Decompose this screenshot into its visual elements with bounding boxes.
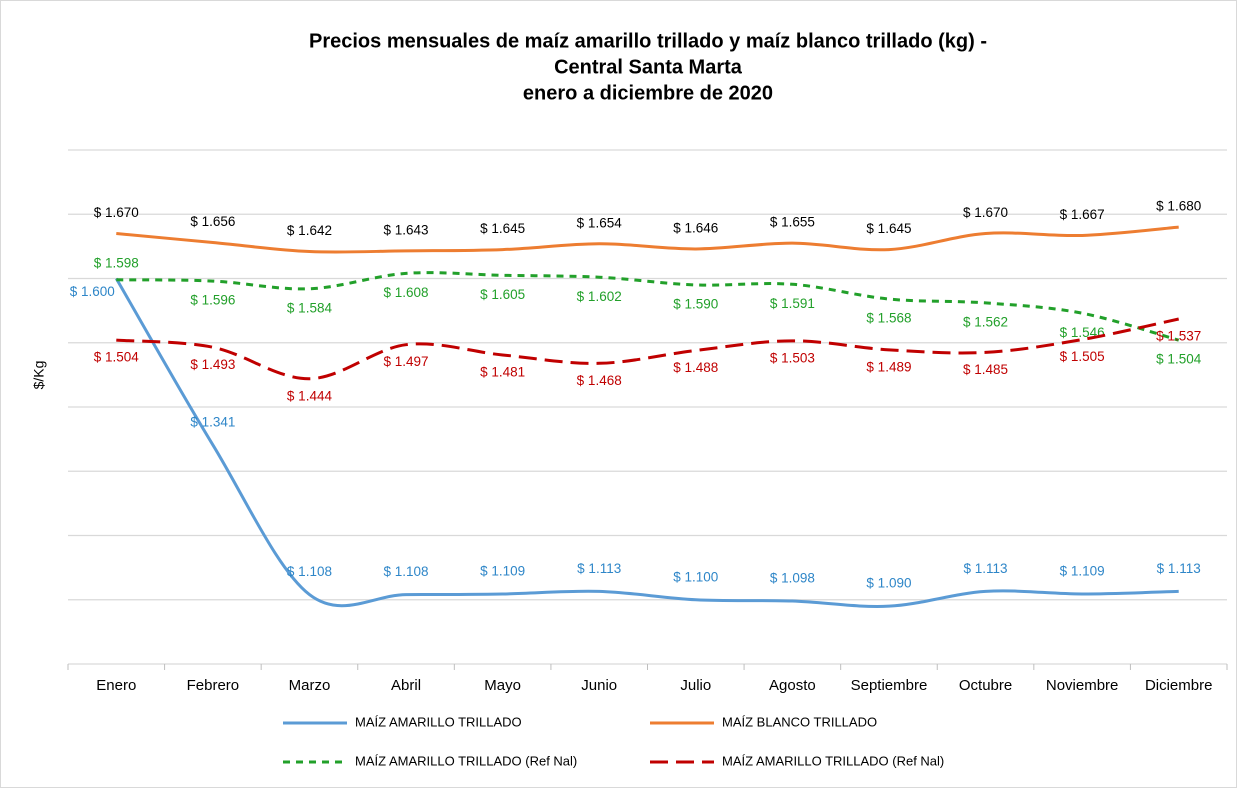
data-label: $ 1.584	[287, 300, 333, 315]
series-line	[114, 277, 1179, 608]
data-label: $ 1.493	[190, 357, 235, 372]
data-label: $ 1.100	[673, 569, 718, 584]
data-label: $ 1.109	[480, 564, 525, 579]
data-label: $ 1.090	[866, 576, 911, 591]
data-label: $ 1.642	[287, 223, 332, 238]
legend-label: MAÍZ BLANCO TRILLADO	[722, 714, 877, 729]
data-label: $ 1.598	[94, 255, 139, 270]
data-label: $ 1.680	[1156, 199, 1201, 214]
data-label: $ 1.596	[190, 293, 235, 308]
data-label: $ 1.600	[70, 284, 115, 299]
data-label: $ 1.645	[866, 221, 911, 236]
data-label: $ 1.645	[480, 221, 525, 236]
data-label: $ 1.098	[770, 571, 815, 586]
data-label: $ 1.113	[964, 561, 1008, 576]
y-axis-label: $/Kg	[31, 361, 47, 390]
data-label: $ 1.488	[673, 360, 718, 375]
data-label: $ 1.504	[1156, 352, 1202, 367]
x-tick-label: Octubre	[959, 677, 1012, 694]
series-line	[116, 271, 1180, 342]
data-label: $ 1.503	[770, 350, 815, 365]
data-label: $ 1.108	[287, 564, 332, 579]
x-tick-label: Enero	[96, 677, 136, 694]
data-label: $ 1.504	[94, 350, 140, 365]
x-tick-label: Noviembre	[1046, 677, 1119, 694]
x-tick-label: Febrero	[187, 677, 240, 694]
data-label: $ 1.537	[1156, 329, 1201, 344]
data-label: $ 1.468	[577, 373, 622, 388]
data-label: $ 1.656	[190, 214, 235, 229]
data-label: $ 1.505	[1060, 349, 1105, 364]
data-label: $ 1.113	[577, 561, 621, 576]
data-label: $ 1.485	[963, 362, 1008, 377]
x-tick-label: Junio	[581, 677, 617, 694]
data-label: $ 1.602	[577, 289, 622, 304]
data-label: $ 1.608	[384, 285, 429, 300]
data-label: $ 1.655	[770, 215, 815, 230]
x-tick-label: Septiembre	[851, 677, 928, 694]
data-label: $ 1.568	[866, 311, 911, 326]
data-label: $ 1.108	[384, 564, 429, 579]
chart-title: Central Santa Marta	[554, 56, 743, 78]
data-label: $ 1.562	[963, 314, 1008, 329]
data-label: $ 1.444	[287, 388, 333, 403]
x-tick-label: Diciembre	[1145, 677, 1213, 694]
legend-label: MAÍZ AMARILLO TRILLADO	[355, 714, 522, 729]
data-label: $ 1.341	[190, 414, 235, 429]
data-label: $ 1.113	[1157, 561, 1201, 576]
series-line	[116, 317, 1180, 381]
series-line	[116, 225, 1179, 254]
x-tick-label: Julio	[680, 677, 711, 694]
data-label: $ 1.590	[673, 296, 718, 311]
data-label: $ 1.667	[1060, 207, 1105, 222]
legend-label: MAÍZ AMARILLO TRILLADO (Ref Nal)	[722, 753, 944, 768]
chart-title: Precios mensuales de maíz amarillo trill…	[309, 30, 987, 52]
data-label: $ 1.670	[963, 205, 1008, 220]
x-tick-label: Marzo	[289, 677, 331, 694]
data-label: $ 1.643	[384, 222, 429, 237]
data-label: $ 1.497	[384, 354, 429, 369]
data-label: $ 1.489	[866, 359, 911, 374]
data-label: $ 1.670	[94, 205, 139, 220]
data-label: $ 1.109	[1060, 564, 1105, 579]
legend-label: MAÍZ AMARILLO TRILLADO (Ref Nal)	[355, 753, 577, 768]
x-tick-label: Abril	[391, 677, 421, 694]
x-tick-label: Mayo	[484, 677, 521, 694]
chart-title: enero a diciembre de 2020	[523, 82, 773, 104]
data-label: $ 1.605	[480, 287, 525, 302]
data-label: $ 1.481	[480, 365, 525, 380]
data-label: $ 1.591	[770, 296, 815, 311]
data-label: $ 1.654	[577, 215, 623, 230]
data-label: $ 1.646	[673, 221, 718, 236]
x-tick-label: Agosto	[769, 677, 816, 694]
